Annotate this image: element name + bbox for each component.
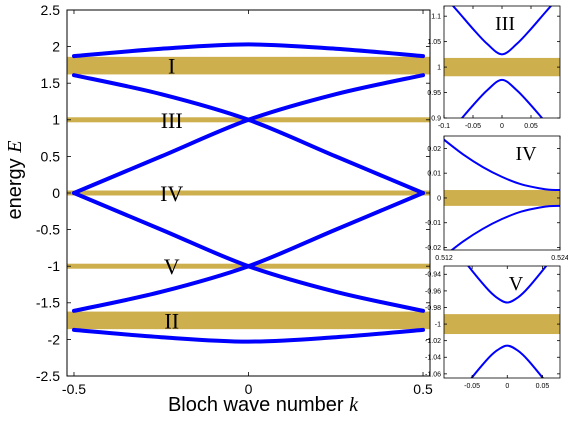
band-curve bbox=[444, 138, 560, 192]
x-tick-label: 0.524 bbox=[551, 255, 568, 262]
y-tick-label: -0.94 bbox=[425, 272, 441, 279]
gap-label-V: V bbox=[164, 254, 180, 279]
inset-IV: 0.512 0.524 -0.02 -0.01 0 0.01 0.02 IV bbox=[425, 135, 568, 262]
inset-IV-title: IV bbox=[515, 143, 537, 165]
gap-band bbox=[67, 311, 430, 330]
gap-bands bbox=[67, 56, 430, 330]
y-tick-label: 1.05 bbox=[427, 39, 441, 46]
y-axis-label: energy E bbox=[4, 141, 26, 220]
y-tick-label: 0.9 bbox=[431, 115, 441, 122]
x-tick-label: -0.5 bbox=[62, 381, 86, 397]
band-curve bbox=[71, 191, 426, 313]
x-tick-label: 0.512 bbox=[435, 255, 453, 262]
y-tick-label: 1.1 bbox=[431, 14, 441, 21]
band-curve bbox=[460, 78, 544, 118]
y-tick-label: -1.02 bbox=[425, 338, 441, 345]
inset-V-title: V bbox=[509, 273, 524, 295]
y-tick-label: -0.5 bbox=[36, 222, 60, 238]
band-curve bbox=[450, 204, 560, 250]
inset-IV-gap-band bbox=[444, 190, 560, 206]
inset-III: -0.1 -0.05 0 0.05 0.9 0.95 1 1.05 1.1 III bbox=[427, 5, 561, 130]
band-curve bbox=[451, 6, 553, 56]
gap-band bbox=[67, 190, 430, 196]
gap-band bbox=[444, 190, 560, 206]
x-tick-label: -0.05 bbox=[465, 123, 481, 130]
band-curve bbox=[467, 266, 548, 304]
inset-V: -0.05 0 0.05 -1.06 -1.04 -1.02 -1 -0.98 -0.96 -0.… bbox=[425, 265, 561, 390]
y-tick-label: -0.02 bbox=[425, 245, 441, 252]
y-tick-label: 0.95 bbox=[427, 90, 441, 97]
gap-label-IV: IV bbox=[160, 181, 183, 206]
gap-band bbox=[444, 57, 560, 77]
inset-IV-curves bbox=[444, 138, 560, 250]
inset-IV-axes: 0.512 0.524 -0.02 -0.01 0 0.01 0.02 bbox=[425, 136, 568, 262]
gap-band bbox=[444, 314, 560, 335]
y-tick-label: 0 bbox=[52, 185, 60, 201]
y-tick-label: -0.96 bbox=[425, 288, 441, 295]
band-curve bbox=[71, 73, 426, 195]
y-tick-label: 1 bbox=[52, 112, 60, 128]
y-tick-label: -1 bbox=[48, 258, 61, 274]
x-axis-label: Bloch wave number k bbox=[168, 394, 359, 416]
x-tick-label: 0 bbox=[505, 383, 509, 390]
band-curve bbox=[71, 191, 426, 313]
y-tick-label: -1.04 bbox=[425, 355, 441, 362]
x-tick-label: 0.05 bbox=[536, 383, 550, 390]
main-axes: -0.5 0 0.5 -2.5 -2 -1.5 -1 -0.5 0 0.5 1 1.5 2 2.5 bbox=[36, 2, 433, 397]
band-curve bbox=[71, 73, 426, 195]
y-tick-label: 0.02 bbox=[427, 146, 441, 153]
inset-IV-frame bbox=[443, 135, 561, 251]
band-curve bbox=[71, 42, 426, 59]
inset-V-axes: -0.05 0 0.05 -1.06 -1.04 -1.02 -1 -0.98 -0.96 -0.… bbox=[425, 266, 560, 390]
y-tick-label: -1.5 bbox=[36, 295, 60, 311]
y-tick-label: -2 bbox=[48, 331, 61, 347]
inset-III-gap-band bbox=[444, 57, 560, 77]
x-tick-label: -0.05 bbox=[464, 383, 480, 390]
gap-label-II: II bbox=[164, 308, 179, 333]
y-tick-label: -2.5 bbox=[36, 368, 60, 384]
y-tick-label: 0.01 bbox=[427, 171, 441, 178]
inset-III-axes: -0.1 -0.05 0 0.05 0.9 0.95 1 1.05 1.1 bbox=[427, 6, 560, 130]
band-curve bbox=[71, 327, 426, 344]
x-tick-label: 0 bbox=[500, 123, 504, 130]
gap-label-III: III bbox=[161, 108, 183, 133]
band-curves bbox=[71, 42, 426, 344]
y-tick-label: -1.06 bbox=[425, 371, 441, 378]
y-tick-label: -1 bbox=[435, 322, 441, 329]
inset-III-title: III bbox=[495, 13, 515, 35]
inset-III-curves bbox=[451, 6, 553, 118]
x-tick-label: -0.1 bbox=[438, 123, 450, 130]
y-tick-label: -0.01 bbox=[425, 220, 441, 227]
x-tick-label: 0 bbox=[245, 381, 253, 397]
band-curve bbox=[470, 344, 545, 378]
inset-V-frame bbox=[443, 265, 561, 379]
y-tick-label: 1.5 bbox=[41, 75, 61, 91]
y-tick-label: 2.5 bbox=[41, 2, 61, 18]
y-tick-label: 0.5 bbox=[41, 148, 61, 164]
inset-V-gap-band bbox=[444, 314, 560, 335]
gap-band bbox=[67, 56, 430, 75]
inset-V-curves bbox=[467, 266, 548, 378]
y-tick-label: 1 bbox=[437, 65, 441, 72]
y-tick-label: 0 bbox=[437, 195, 441, 202]
y-tick-label: -0.98 bbox=[425, 305, 441, 312]
gap-label-I: I bbox=[168, 54, 175, 79]
x-tick-label: 0.05 bbox=[524, 123, 538, 130]
y-tick-label: 2 bbox=[52, 39, 60, 55]
x-tick-label: 0.5 bbox=[413, 381, 433, 397]
